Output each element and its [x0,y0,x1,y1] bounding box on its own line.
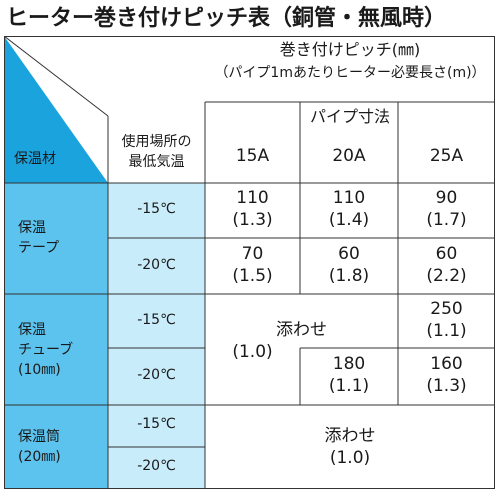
temp-label-1: 使用場所の [121,134,192,150]
cylinder-merged-length: (1.0) [329,448,371,468]
material-cylinder-line1: 保温筒 [18,429,60,445]
size-15a: 15A [235,146,270,166]
tape-r2-15a-length: (1.5) [232,266,273,286]
tube-r1-25a-length: (1.1) [426,321,467,341]
tape-r1-20a-length: (1.4) [328,210,370,230]
tape-r1-25a-length: (1.7) [426,210,467,230]
temp-tube-1: -15℃ [137,312,176,328]
material-cell-tape [4,183,108,294]
tape-r2-25a-length: (2.2) [426,266,467,286]
table-grid [4,36,495,489]
tape-r1-25a-pitch: 90 [435,188,458,208]
tape-r2-25a-pitch: 60 [435,244,458,264]
material-cell-tube [4,294,108,405]
pitch-header-bg [4,36,495,183]
material-tape-line2: テープ [18,240,60,256]
temp-cylinder-2: -20℃ [137,458,176,474]
cylinder-merged-text: 添わせ [324,426,376,446]
material-tube-line3: (10㎜) [18,362,61,378]
tube-r1-25a-pitch: 250 [430,299,463,319]
tape-r1-15a-pitch: 110 [236,188,269,208]
size-25a: 25A [429,146,464,166]
pitch-table: 巻き付けピッチ(㎜) （パイプ1mあたりヒーター必要長さ(m)） パイプ寸法 保… [4,36,495,489]
pitch-subtitle: （パイプ1mあたりヒーター必要長さ(m)） [214,65,486,81]
material-tube-line2: チューブ [18,342,74,358]
temp-cylinder-1: -15℃ [137,416,176,432]
material-label: 保温材 [14,151,56,167]
pipe-size-label: パイプ寸法 [309,107,390,126]
page-title: ヒーター巻き付けピッチ表（銅管・無風時） [6,6,447,31]
temp-label-2: 最低気温 [128,154,185,170]
tube-merged-length: (1.0) [232,342,273,362]
tape-r2-15a-pitch: 70 [241,244,264,264]
material-tube-line1: 保温 [18,322,46,338]
tape-r1-20a-pitch: 110 [332,188,366,208]
pitch-title: 巻き付けピッチ(㎜) [279,40,421,59]
tape-r2-20a-pitch: 60 [338,244,360,264]
temp-tape-1: -15℃ [137,201,176,217]
material-tape-line1: 保温 [18,220,46,236]
tube-r2-25a-pitch: 160 [430,354,463,374]
tube-r2-20a-pitch: 180 [332,354,366,374]
tape-r1-15a-length: (1.3) [232,210,273,230]
tube-merged-text: 添わせ [276,320,327,340]
temp-column-bg [108,183,205,489]
temp-tube-2: -20℃ [137,367,176,383]
tape-r2-20a-length: (1.8) [328,266,370,286]
temp-tape-2: -20℃ [137,257,176,273]
size-20a: 20A [332,146,366,166]
material-cell-cylinder [4,405,108,489]
tube-r2-25a-length: (1.3) [426,376,467,396]
material-cylinder-line2: (20㎜) [18,449,61,465]
tube-r2-20a-length: (1.1) [328,376,370,396]
